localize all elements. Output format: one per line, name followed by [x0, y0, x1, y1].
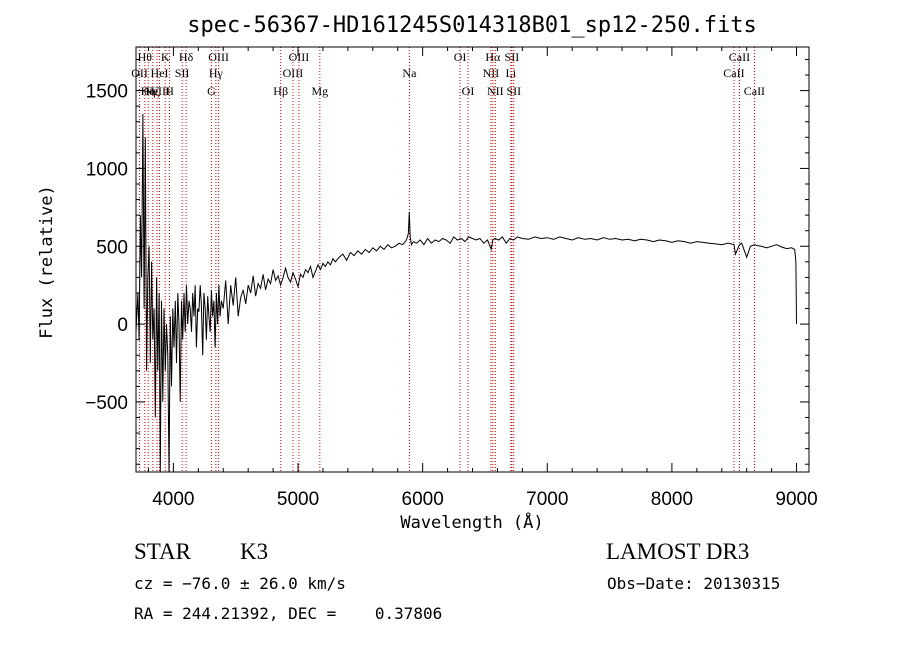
x-axis-ticks: 4000 5000 6000 7000 8000 9000 [147, 47, 818, 510]
chart-title: spec-56367-HD161245S014318B01_sp12-250.f… [187, 13, 757, 38]
line-marker-label: OIII [289, 50, 310, 64]
y-axis-label: Flux (relative) [37, 185, 57, 339]
x-axis-label: Wavelength (Å) [400, 511, 543, 533]
x-tick-label: 8000 [651, 489, 693, 510]
x-tick-label: 7000 [526, 489, 568, 510]
survey-name: LAMOST DR3 [606, 539, 750, 564]
line-marker-label: CaII [729, 50, 750, 64]
coordinates: RA = 244.21392, DEC = 0.37806 [134, 604, 443, 623]
line-marker-label: H [165, 84, 174, 98]
y-tick-label: 1000 [86, 159, 128, 180]
line-marker-label: Hγ [209, 66, 224, 80]
line-marker-label: Mg [311, 84, 328, 98]
line-marker-label: Hα [485, 50, 501, 64]
x-tick-label: 6000 [402, 489, 444, 510]
line-marker-label: OI [462, 84, 475, 98]
line-marker-label: Li [506, 66, 517, 80]
y-tick-label: 500 [96, 237, 128, 258]
line-marker-label: NeIII [144, 84, 170, 98]
x-tick-label: 4000 [152, 489, 194, 510]
line-marker-label: NII [487, 84, 504, 98]
line-marker-label: Hθ [138, 50, 153, 64]
line-markers: OIIHθHηHζNeIIIHeIKHSIIHδGHγOIIIHβOIIIOII… [131, 47, 765, 472]
line-marker-label: Hζ [146, 84, 160, 98]
object-class: STAR [134, 539, 191, 564]
observation-date: Obs−Date: 20130315 [607, 574, 781, 593]
x-tick-label: 9000 [775, 489, 817, 510]
line-marker-label: Hη [141, 84, 156, 98]
line-marker-label: OIII [283, 66, 304, 80]
y-tick-label: 0 [117, 315, 128, 336]
line-marker-label: SII [505, 50, 520, 64]
y-tick-label: 1500 [86, 82, 128, 103]
line-marker-label: SII [175, 66, 190, 80]
x-tick-label: 5000 [277, 489, 319, 510]
redshift-velocity: cz = −76.0 ± 26.0 km/s [134, 574, 346, 593]
line-marker-label: G [207, 84, 216, 98]
plot-frame [135, 46, 810, 473]
line-marker-label: HeI [151, 66, 169, 80]
line-marker-label: SII [506, 84, 521, 98]
line-marker-label: OII [131, 66, 148, 80]
line-marker-label: Na [402, 66, 417, 80]
line-marker-label: K [161, 50, 170, 64]
y-axis-ticks: −500 0 500 1000 1500 [85, 58, 809, 465]
line-marker-label: Hδ [179, 50, 194, 64]
spectrum-line [135, 113, 797, 473]
object-subclass: K3 [240, 539, 269, 564]
line-marker-label: Hβ [273, 84, 288, 98]
line-marker-label: CaII [744, 84, 765, 98]
line-marker-label: NII [483, 66, 500, 80]
line-marker-label: CaII [723, 66, 744, 80]
y-tick-label: −500 [85, 393, 128, 414]
line-marker-label: OI [454, 50, 467, 64]
line-marker-label: OIII [208, 50, 229, 64]
